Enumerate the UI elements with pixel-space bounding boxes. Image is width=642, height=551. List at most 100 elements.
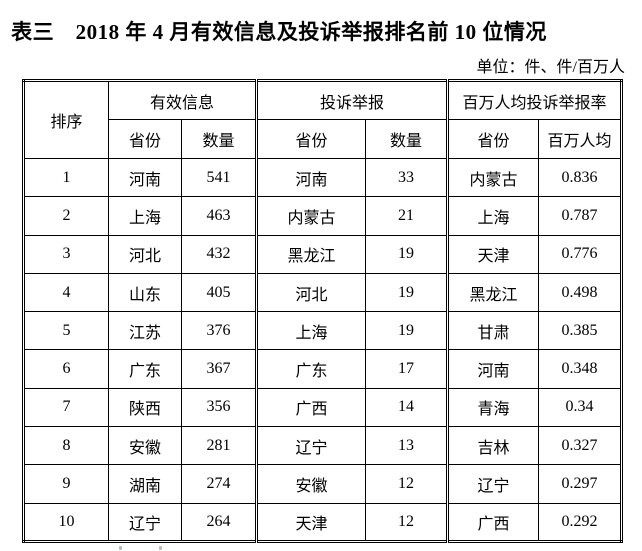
cell-percap-rate: 0.34 xyxy=(538,387,623,428)
cell-valid-count: 367 xyxy=(180,349,258,389)
page-title: 表三 2018 年 4 月有效信息及投诉举报排名前 10 位情况 xyxy=(11,20,547,44)
cell-valid-count: 264 xyxy=(180,502,258,542)
cell-complaint-province: 内蒙古 xyxy=(255,196,367,236)
cell-valid-count: 432 xyxy=(180,234,258,274)
cell-rank: 1 xyxy=(23,157,109,198)
cell-complaint-count: 21 xyxy=(365,196,449,236)
cell-percap-province: 天津 xyxy=(446,234,540,274)
cell-rank: 7 xyxy=(23,387,109,428)
cell-percap-province: 河南 xyxy=(446,349,540,389)
header-group-per-million-rate: 百万人均投诉举报率 xyxy=(446,80,623,120)
cell-complaint-count: 19 xyxy=(365,272,449,313)
cell-valid-province: 江苏 xyxy=(108,311,182,351)
header-percap-rate: 百万人均 xyxy=(538,119,623,159)
cell-complaint-province: 河北 xyxy=(255,272,367,313)
table-row: 10 辽宁 264 天津 12 广西 0.292 xyxy=(23,502,623,542)
cell-complaint-count: 19 xyxy=(365,234,449,274)
cell-rank: 9 xyxy=(23,464,109,504)
table-body: 1 河南 541 河南 33 内蒙古 0.836 2 上海 463 内蒙古 21 上海 0.787 3 河北 4… xyxy=(23,157,623,542)
cell-rank: 2 xyxy=(23,196,109,236)
cell-rank: 10 xyxy=(23,502,109,542)
cell-valid-count: 376 xyxy=(180,311,258,351)
cell-valid-province: 辽宁 xyxy=(108,502,182,542)
cell-complaint-province: 上海 xyxy=(255,311,367,351)
header-valid-province: 省份 xyxy=(108,119,182,159)
cell-rank: 8 xyxy=(23,426,109,466)
unit-label: 单位：件、件/百万人 xyxy=(476,59,625,76)
table-row: 2 上海 463 内蒙古 21 上海 0.787 xyxy=(23,196,623,236)
cell-percap-province: 辽宁 xyxy=(446,464,540,504)
cell-complaint-province: 广西 xyxy=(255,387,367,428)
table-row: 3 河北 432 黑龙江 19 天津 0.776 xyxy=(23,234,623,274)
header-complaint-province: 省份 xyxy=(255,119,367,159)
cell-percap-rate: 0.498 xyxy=(538,272,623,313)
cell-valid-count: 281 xyxy=(180,426,258,466)
header-sub-row: 省份 数量 省份 数量 省份 百万人均 xyxy=(24,119,623,159)
table-row: 4 山东 405 河北 19 黑龙江 0.498 xyxy=(23,272,623,313)
cell-complaint-province: 河南 xyxy=(255,157,367,198)
cell-complaint-count: 33 xyxy=(365,157,449,198)
header-group-valid-info: 有效信息 xyxy=(107,80,258,120)
cell-valid-province: 山东 xyxy=(108,272,182,313)
cell-valid-province: 湖南 xyxy=(108,464,182,504)
cell-percap-rate: 0.787 xyxy=(538,196,623,236)
header-percap-province: 省份 xyxy=(446,119,540,159)
table-row: 8 安徽 281 辽宁 13 吉林 0.327 xyxy=(23,426,623,466)
cell-percap-rate: 0.348 xyxy=(538,349,623,389)
cell-percap-province: 上海 xyxy=(446,196,540,236)
cell-percap-rate: 0.836 xyxy=(538,157,623,198)
cell-percap-rate: 0.297 xyxy=(538,464,623,504)
cell-complaint-count: 12 xyxy=(365,502,449,542)
cell-valid-province: 安徽 xyxy=(108,426,182,466)
cell-valid-province: 河北 xyxy=(108,234,182,274)
cell-rank: 4 xyxy=(23,272,109,313)
cell-valid-count: 274 xyxy=(180,464,258,504)
cell-valid-province: 广东 xyxy=(108,349,182,389)
cell-complaint-province: 黑龙江 xyxy=(255,234,367,274)
cell-percap-province: 广西 xyxy=(446,502,540,542)
cell-percap-province: 甘肃 xyxy=(446,311,540,351)
cell-valid-province: 陕西 xyxy=(108,387,182,428)
cell-percap-province: 黑龙江 xyxy=(446,272,540,313)
cell-complaint-province: 辽宁 xyxy=(255,426,367,466)
cell-percap-province: 青海 xyxy=(446,387,540,428)
header-group-complaints: 投诉举报 xyxy=(255,80,449,120)
ranking-table: 排序 有效信息 投诉举报 百万人均投诉举报率 省份 数量 省份 数量 省份 百万… xyxy=(22,79,624,543)
cell-percap-province: 吉林 xyxy=(446,426,540,466)
cell-percap-rate: 0.327 xyxy=(538,426,623,466)
cutoff-text-artifact xyxy=(119,546,122,550)
cell-valid-count: 405 xyxy=(180,272,258,313)
cell-complaint-count: 13 xyxy=(365,426,449,466)
cell-complaint-count: 14 xyxy=(365,387,449,428)
cell-valid-province: 河南 xyxy=(108,157,182,198)
cell-rank: 3 xyxy=(23,234,109,274)
header-complaint-count: 数量 xyxy=(365,119,449,159)
cell-valid-province: 上海 xyxy=(108,196,182,236)
cell-complaint-count: 17 xyxy=(365,349,449,389)
cutoff-text-artifact xyxy=(159,546,162,550)
table-row: 6 广东 367 广东 17 河南 0.348 xyxy=(23,349,623,389)
cell-rank: 6 xyxy=(23,349,109,389)
table-row: 1 河南 541 河南 33 内蒙古 0.836 xyxy=(23,157,623,198)
cell-complaint-province: 安徽 xyxy=(255,464,367,504)
table-row: 5 江苏 376 上海 19 甘肃 0.385 xyxy=(23,311,623,351)
header-valid-count: 数量 xyxy=(180,119,258,159)
header-rank: 排序 xyxy=(23,80,109,159)
cell-percap-rate: 0.776 xyxy=(538,234,623,274)
table-row: 7 陕西 356 广西 14 青海 0.34 xyxy=(23,387,623,428)
cell-complaint-province: 广东 xyxy=(255,349,367,389)
cell-percap-province: 内蒙古 xyxy=(446,157,540,198)
cell-valid-count: 356 xyxy=(180,387,258,428)
cell-percap-rate: 0.292 xyxy=(538,502,623,542)
cell-percap-rate: 0.385 xyxy=(538,311,623,351)
table-header: 排序 有效信息 投诉举报 百万人均投诉举报率 省份 数量 省份 数量 省份 百万… xyxy=(23,80,623,159)
cell-complaint-count: 19 xyxy=(365,311,449,351)
cell-valid-count: 541 xyxy=(180,157,258,198)
cell-complaint-count: 12 xyxy=(365,464,449,504)
table-row: 9 湖南 274 安徽 12 辽宁 0.297 xyxy=(23,464,623,504)
cell-complaint-province: 天津 xyxy=(255,502,367,542)
cell-rank: 5 xyxy=(23,311,109,351)
cell-valid-count: 463 xyxy=(180,196,258,236)
header-group-row: 排序 有效信息 投诉举报 百万人均投诉举报率 xyxy=(23,80,623,159)
